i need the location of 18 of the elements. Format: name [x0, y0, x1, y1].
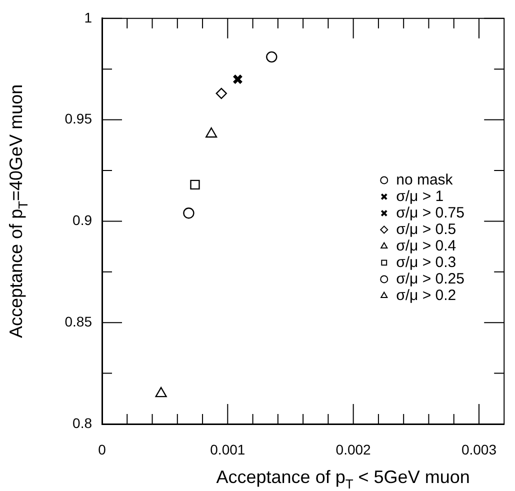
y-tick-label: 0.8 [72, 414, 92, 431]
legend-label: σ/μ > 1 [396, 188, 444, 205]
y-axis-title: Acceptance of pT=40GeV muon [6, 84, 30, 338]
y-tick-label: 0.85 [64, 313, 92, 330]
legend-label: σ/μ > 0.4 [396, 237, 456, 254]
y-tick-label: 0.95 [64, 110, 92, 127]
x-tick-label: 0 [98, 441, 106, 458]
x-tick-label: 0.002 [336, 441, 372, 458]
legend-label: σ/μ > 0.2 [396, 286, 456, 304]
legend-label: σ/μ > 0.5 [396, 220, 456, 238]
legend-label: no mask [396, 171, 454, 188]
y-tick-label: 1 [84, 9, 92, 26]
x-tick-label: 0.001 [210, 441, 246, 458]
legend-label: σ/μ > 0.75 [396, 204, 464, 222]
legend-label: σ/μ > 0.25 [396, 270, 464, 288]
legend-label: σ/μ > 0.3 [396, 254, 456, 271]
x-tick-label: 0.003 [461, 441, 497, 458]
y-tick-label: 0.9 [72, 212, 92, 228]
